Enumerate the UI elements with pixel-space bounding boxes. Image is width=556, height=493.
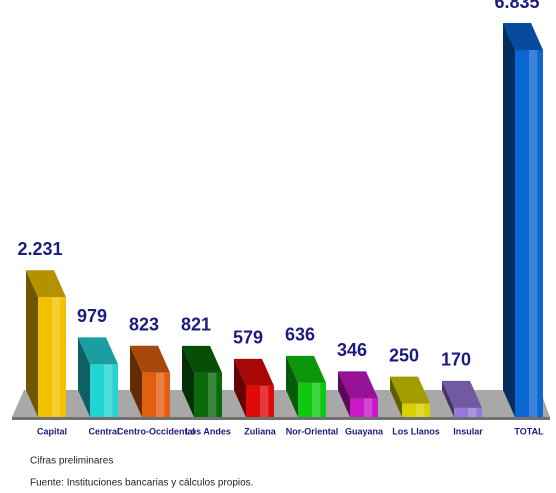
x-tick-label: Zuliana [244, 426, 276, 436]
bar-highlight [104, 364, 113, 417]
value-label: 170 [441, 350, 471, 370]
value-label: 250 [389, 345, 419, 365]
bar-top [442, 380, 482, 408]
bar-highlight [468, 407, 477, 417]
bar-top [286, 355, 326, 383]
value-label: 2.231 [17, 239, 62, 259]
x-tick-label: Centro-Occidental [117, 426, 195, 436]
value-label: 636 [285, 325, 315, 345]
bar-top-shade [234, 358, 274, 386]
x-tick-label: Los Llanos [392, 426, 440, 436]
bar-top [78, 337, 118, 365]
bar-top [26, 270, 66, 298]
bar-highlight [260, 385, 269, 417]
bar-top [390, 376, 430, 404]
bar [402, 403, 430, 417]
bar-top [234, 358, 274, 386]
bar-top-shade [78, 337, 118, 365]
bar [90, 364, 118, 417]
bars: 2.231 Capital 979 Central 823 Centro-Occident… [17, 0, 544, 436]
x-tick-label: Insular [453, 426, 483, 436]
bar-side-shade [442, 380, 454, 417]
bar-side-shade [182, 345, 194, 417]
x-tick-label: Central [88, 426, 119, 436]
bar-top-shade [26, 270, 66, 298]
bar-highlight [156, 372, 165, 417]
bar [454, 407, 482, 417]
bar-side-shade [234, 358, 246, 417]
bar-top [503, 23, 543, 50]
bar-side-shade [286, 355, 298, 417]
bar-top [182, 345, 222, 373]
bar [142, 372, 170, 417]
bar-top [130, 345, 170, 373]
x-tick-label: Capital [37, 426, 67, 436]
footnote: Cifras preliminares [30, 456, 113, 467]
bar-top-shade [442, 380, 482, 408]
bar-top-shade [130, 345, 170, 373]
bar-highlight [208, 372, 217, 417]
bar-top-shade [503, 23, 543, 50]
bar-side-shade [78, 337, 90, 417]
footnote: Fuente: Instituciones bancarias y cálcul… [30, 478, 253, 489]
bar [194, 372, 222, 417]
bar-side-shade [26, 270, 38, 417]
bar [38, 297, 66, 417]
value-label: 821 [181, 315, 211, 335]
x-tick-label: Los Andes [185, 426, 231, 436]
x-tick-label: TOTAL [514, 426, 544, 436]
bar-side-shade [390, 376, 402, 417]
bar-top-shade [182, 345, 222, 373]
floor-edge [12, 417, 550, 420]
bar-side-shade [503, 23, 515, 417]
value-label: 979 [77, 306, 107, 326]
bar-side-shade [338, 371, 350, 417]
x-tick-label: Guayana [345, 426, 384, 436]
bar-top-shade [390, 376, 430, 404]
bar-highlight [364, 398, 373, 417]
value-label: 823 [129, 315, 159, 335]
x-tick-label: Nor-Oriental [286, 426, 339, 436]
bar-highlight [312, 382, 321, 417]
bar-highlight [52, 297, 61, 417]
bar-top-shade [286, 355, 326, 383]
bar [246, 385, 274, 417]
bar [515, 50, 543, 417]
bar-highlight [416, 403, 425, 417]
bar-highlight [529, 50, 538, 417]
bar [298, 382, 326, 417]
value-label: 346 [337, 340, 367, 360]
bar-top [338, 371, 378, 399]
value-label: 579 [233, 328, 263, 348]
bar-top-shade [338, 371, 378, 399]
bar [350, 398, 378, 417]
value-label: 6.835 [494, 0, 539, 12]
bar-side-shade [130, 345, 142, 417]
